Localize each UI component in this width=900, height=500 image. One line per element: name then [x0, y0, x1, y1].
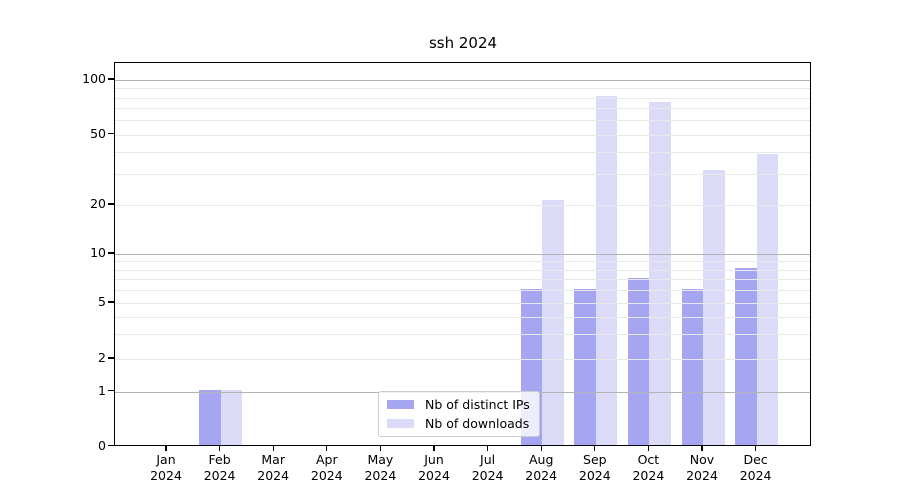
x-tick-mark-apr [326, 446, 328, 451]
gridline-minor-20 [115, 205, 810, 206]
gridline-minor-50 [115, 134, 810, 136]
x-tick-label-year: 2024 [150, 468, 182, 483]
x-tick-mark-jun [433, 446, 435, 451]
gridline-minor-4 [115, 316, 810, 318]
legend-label: Nb of downloads [425, 416, 530, 431]
legend-swatch-distinct-ips [387, 400, 414, 409]
x-tick-label-year: 2024 [203, 468, 236, 483]
x-tick-label-year: 2024 [686, 468, 718, 483]
gridline-minor-9 [115, 261, 810, 263]
gridline-major-10 [115, 254, 810, 255]
gridline-minor-2 [115, 359, 810, 360]
x-tick-label-may: May 2024 [350, 452, 410, 484]
legend-swatch-downloads [387, 419, 414, 428]
y-tick-mark-1 [108, 389, 114, 392]
x-tick-label-jun: Jun 2024 [404, 452, 464, 484]
x-tick-mark-jul [487, 446, 489, 451]
x-tick-mark-feb [219, 446, 221, 451]
y-tick-label-0: 0 [98, 437, 106, 453]
gridline-minor-6 [115, 290, 810, 292]
gridline-minor-80 [115, 97, 810, 99]
legend: Nb of distinct IPs Nb of downloads [378, 391, 540, 437]
chart-title: ssh 2024 [428, 34, 498, 52]
gridline-minor-3 [115, 334, 810, 336]
x-tick-mark-mar [272, 446, 274, 451]
x-tick-label-dec: Dec 2024 [726, 452, 786, 484]
y-tick-mark-10 [108, 252, 114, 254]
x-tick-mark-jan [165, 446, 167, 451]
x-tick-label-sep: Sep 2024 [565, 452, 625, 484]
gridline-minor-7 [115, 279, 810, 281]
gridline-minor-30 [115, 173, 810, 175]
x-tick-label-aug: Aug 2024 [511, 452, 571, 484]
bar-oct-downloads [649, 102, 671, 445]
x-tick-label-year: 2024 [739, 468, 772, 483]
x-tick-mark-aug [540, 446, 542, 451]
x-tick-label-year: 2024 [525, 468, 558, 483]
gridline-minor-8 [115, 269, 810, 271]
y-tick-label-2: 2 [98, 350, 106, 365]
y-tick-mark-20 [108, 203, 114, 205]
y-tick-mark-50 [108, 132, 114, 135]
gridline-minor-70 [115, 108, 810, 109]
gridline-minor-40 [115, 151, 810, 153]
x-tick-mark-nov [701, 446, 703, 451]
y-tick-label-20: 20 [90, 196, 106, 211]
y-tick-mark-0 [108, 444, 114, 447]
gridline-minor-60 [115, 120, 810, 122]
bar-dec-downloads [756, 154, 779, 445]
bar-nov-distinct-ips [681, 288, 703, 445]
y-tick-label-100: 100 [82, 71, 106, 86]
x-tick-label-year: 2024 [364, 468, 397, 483]
y-tick-label-10: 10 [90, 245, 106, 260]
gridline-major-100 [115, 80, 810, 81]
x-tick-label-year: 2024 [418, 468, 450, 483]
x-tick-mark-oct [647, 446, 649, 451]
x-tick-label-mar: Mar 2024 [243, 452, 303, 484]
bar-feb-distinct-ips [199, 390, 221, 445]
gridline-minor-5 [115, 303, 810, 304]
legend-row-downloads: Nb of downloads [387, 416, 530, 431]
x-tick-label-jan: Jan 2024 [136, 452, 196, 484]
x-tick-mark-dec [755, 446, 757, 451]
bar-feb-downloads [220, 390, 243, 445]
x-tick-label-oct: Oct 2024 [618, 452, 678, 484]
x-tick-label-year: 2024 [471, 468, 504, 483]
bar-nov-downloads [703, 169, 725, 445]
x-tick-label-nov: Nov 2024 [672, 452, 732, 484]
y-tick-label-50: 50 [90, 125, 106, 141]
x-tick-label-apr: Apr 2024 [297, 452, 357, 484]
bar-aug-downloads [542, 199, 564, 445]
legend-row-distinct-ips: Nb of distinct IPs [387, 397, 530, 412]
y-tick-label-5: 5 [98, 294, 106, 309]
y-tick-mark-100 [108, 78, 114, 80]
bar-sep-distinct-ips [574, 288, 596, 445]
plot-area [114, 62, 811, 446]
x-tick-mark-may [379, 446, 381, 451]
y-tick-mark-2 [108, 357, 114, 359]
x-tick-label-year: 2024 [578, 468, 611, 483]
x-tick-mark-sep [594, 446, 596, 451]
x-tick-label-year: 2024 [257, 468, 290, 483]
x-tick-label-year: 2024 [310, 468, 343, 483]
y-tick-mark-5 [108, 301, 114, 303]
bar-oct-distinct-ips [627, 277, 650, 445]
x-tick-label-jul: Jul 2024 [458, 452, 518, 484]
x-tick-label-year: 2024 [632, 468, 665, 483]
legend-label: Nb of distinct IPs [425, 397, 530, 412]
x-tick-label-feb: Feb 2024 [190, 452, 250, 484]
gridline-minor-90 [115, 88, 810, 90]
y-tick-label-1: 1 [98, 382, 106, 398]
bar-dec-distinct-ips [735, 268, 757, 445]
